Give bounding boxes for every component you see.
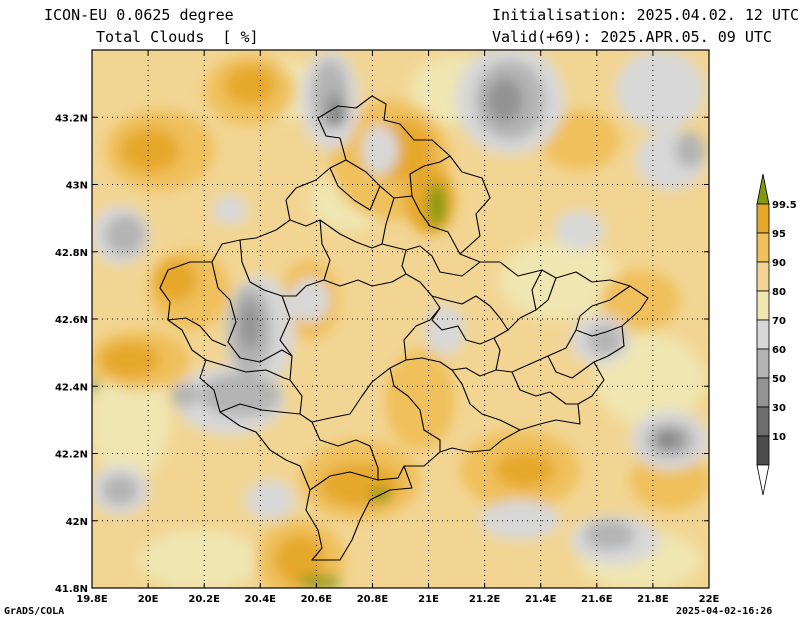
model-title: ICON-EU 0.0625 degree (44, 6, 234, 24)
colorbar-swatch (756, 261, 770, 292)
lon-tick-label: 19.8E (76, 594, 108, 605)
lon-tick-label: 21.6E (581, 594, 613, 605)
colorbar-label: 60 (772, 345, 786, 356)
lon-tick-label: 21.2E (469, 594, 501, 605)
variable-title: Total Clouds [ %] (96, 28, 259, 46)
colorbar-bottom-arrow (756, 464, 770, 496)
colorbar-label: 30 (772, 403, 786, 414)
lat-tick-label: 42.8N (55, 248, 88, 259)
lon-tick-label: 20E (138, 594, 159, 605)
longitude-ticks: 19.8E 20E 20.2E 20.4E 20.6E 20.8E 21E 21.2E 21.4… (76, 50, 720, 605)
lat-tick-label: 41.8N (55, 584, 88, 595)
valid-time-label: Valid(+69): 2025.APR.05. 09 UTC (492, 28, 772, 46)
lat-tick-label: 42N (66, 517, 88, 528)
lat-tick-label: 43.2N (55, 113, 88, 124)
colorbar-swatch (756, 348, 770, 379)
colorbar-swatch (756, 203, 770, 234)
colorbar: 99.5 95 90 80 70 60 50 30 10 (756, 173, 797, 496)
colorbar-swatch (756, 290, 770, 321)
colorbar-label: 90 (772, 258, 786, 269)
colorbar-swatch (756, 377, 770, 408)
latitude-ticks: 41.8N 42N 42.2N 42.4N 42.6N 42.8N 43N 43.2N (55, 113, 709, 595)
lon-tick-label: 20.6E (301, 594, 333, 605)
lon-tick-label: 20.4E (245, 594, 277, 605)
colorbar-label: 70 (772, 316, 786, 327)
lon-tick-label: 21.4E (525, 594, 557, 605)
colorbar-label: 50 (772, 374, 786, 385)
software-credit: GrADS/COLA (4, 606, 65, 617)
lat-tick-label: 42.6N (55, 315, 88, 326)
colorbar-top-arrow (756, 173, 770, 205)
lat-tick-label: 42.2N (55, 450, 88, 461)
colorbar-label: 99.5 (772, 200, 797, 211)
colorbar-label: 80 (772, 287, 786, 298)
colorbar-swatch (756, 435, 770, 466)
boundaries (159, 95, 649, 561)
render-timestamp: 2025-04-02-16:26 (676, 606, 773, 617)
lon-tick-label: 20.2E (188, 594, 220, 605)
colorbar-label: 95 (772, 229, 786, 240)
cloud-field (92, 50, 709, 588)
colorbar-swatch (756, 406, 770, 437)
lon-tick-label: 21E (418, 594, 439, 605)
colorbar-label: 10 (772, 432, 786, 443)
colorbar-swatch (756, 319, 770, 350)
colorbar-swatch (756, 232, 770, 263)
lon-tick-label: 21.8E (637, 594, 669, 605)
lon-tick-label: 20.8E (357, 594, 389, 605)
initialisation-label: Initialisation: 2025.04.02. 12 UTC (492, 6, 800, 24)
lat-tick-label: 42.4N (55, 382, 88, 393)
lat-tick-label: 43N (66, 181, 88, 192)
lon-tick-label: 22E (699, 594, 720, 605)
